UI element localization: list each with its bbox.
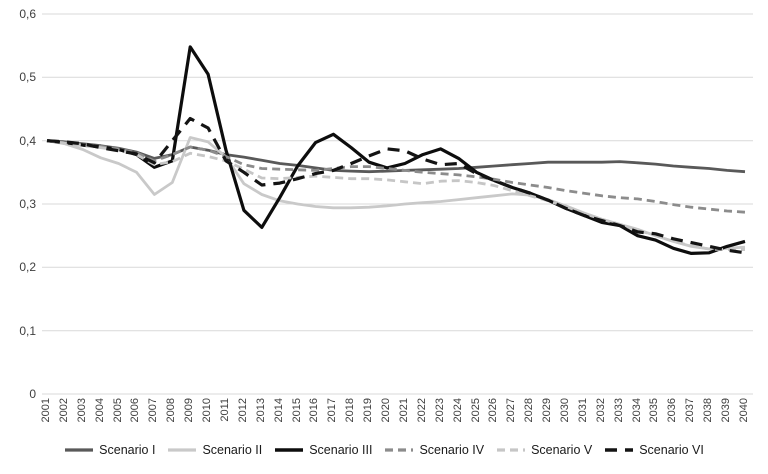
x-tick-label: 2005 bbox=[111, 398, 124, 423]
x-tick-label: 2007 bbox=[147, 398, 160, 423]
x-tick-label: 2031 bbox=[576, 398, 589, 423]
legend-line-sample bbox=[605, 448, 634, 452]
x-tick-label: 2026 bbox=[487, 398, 500, 423]
x-tick-label: 2025 bbox=[469, 398, 482, 423]
x-tick-label: 2002 bbox=[57, 398, 70, 423]
legend-line-sample bbox=[385, 448, 414, 452]
series-line-6 bbox=[46, 116, 746, 255]
legend-item-scenario-5: Scenario V bbox=[496, 443, 592, 457]
y-tick-label: 0,6 bbox=[19, 7, 36, 21]
x-tick-label: 2038 bbox=[702, 398, 715, 423]
x-tick-label: 2020 bbox=[380, 398, 393, 423]
x-tick-label: 2039 bbox=[720, 398, 733, 423]
legend-item-scenario-3: Scenario III bbox=[274, 443, 372, 457]
legend-item-scenario-6: Scenario VI bbox=[604, 443, 704, 457]
legend-item-scenario-1: Scenario I bbox=[64, 443, 155, 457]
x-tick-label: 2035 bbox=[648, 398, 661, 423]
y-tick-label: 0,1 bbox=[19, 323, 36, 338]
legend-label: Scenario VI bbox=[639, 443, 704, 457]
x-tick-label: 2023 bbox=[433, 398, 446, 423]
x-tick-label: 2004 bbox=[93, 398, 106, 423]
x-tick-label: 2030 bbox=[559, 398, 571, 423]
x-tick-label: 2013 bbox=[254, 398, 267, 423]
x-tick-label: 2019 bbox=[362, 398, 375, 423]
y-tick-label: 0 bbox=[29, 387, 36, 401]
x-tick-label: 2012 bbox=[236, 398, 249, 423]
x-tick-label: 2040 bbox=[737, 398, 750, 423]
legend-line-sample bbox=[275, 448, 304, 452]
x-tick-label: 2034 bbox=[630, 398, 643, 423]
x-tick-label: 2016 bbox=[308, 398, 321, 423]
x-tick-label: 2008 bbox=[165, 398, 178, 423]
legend-label: Scenario I bbox=[99, 443, 156, 457]
y-tick-label: 0,2 bbox=[19, 260, 36, 275]
plot-svg bbox=[42, 13, 753, 395]
legend-item-scenario-2: Scenario II bbox=[167, 443, 262, 457]
legend-label: Scenario II bbox=[202, 443, 263, 457]
legend-line-sample bbox=[65, 448, 94, 452]
series-line-5 bbox=[46, 139, 745, 252]
x-tick-label: 2024 bbox=[451, 398, 464, 423]
y-tick-label: 0,4 bbox=[19, 133, 36, 148]
legend-item-scenario-4: Scenario IV bbox=[384, 443, 484, 457]
x-tick-label: 2015 bbox=[290, 398, 303, 423]
x-tick-label: 2011 bbox=[218, 398, 231, 422]
x-tick-label: 2009 bbox=[183, 398, 196, 423]
series-line-4 bbox=[46, 139, 746, 214]
x-tick-label: 2029 bbox=[541, 398, 554, 423]
legend-label: Scenario IV bbox=[419, 443, 485, 457]
x-tick-label: 2010 bbox=[201, 398, 214, 423]
legend-label: Scenario III bbox=[309, 443, 373, 457]
legend: Scenario I Scenario II Scenario III Scenari… bbox=[0, 443, 768, 457]
x-tick-label: 2018 bbox=[344, 398, 357, 423]
y-tick-label: 0,5 bbox=[19, 70, 36, 85]
x-tick-label: 2001 bbox=[40, 398, 52, 423]
x-tick-label: 2037 bbox=[684, 398, 697, 423]
x-tick-label: 2006 bbox=[129, 398, 142, 423]
x-tick-label: 2017 bbox=[326, 398, 339, 423]
legend-label: Scenario V bbox=[531, 443, 593, 457]
x-tick-label: 2022 bbox=[415, 398, 428, 423]
x-tick-label: 2021 bbox=[397, 398, 410, 423]
y-tick-label: 0,3 bbox=[19, 197, 36, 211]
x-tick-label: 2027 bbox=[505, 398, 518, 423]
x-tick-label: 2003 bbox=[75, 398, 88, 423]
legend-line-sample bbox=[497, 448, 526, 452]
x-tick-label: 2014 bbox=[272, 398, 285, 423]
x-tick-label: 2028 bbox=[523, 398, 536, 423]
plot-area bbox=[42, 13, 753, 395]
x-tick-label: 2033 bbox=[612, 398, 625, 423]
legend-line-sample bbox=[168, 448, 197, 452]
x-tick-label: 2036 bbox=[666, 398, 679, 423]
x-tick-label: 2032 bbox=[594, 398, 607, 423]
